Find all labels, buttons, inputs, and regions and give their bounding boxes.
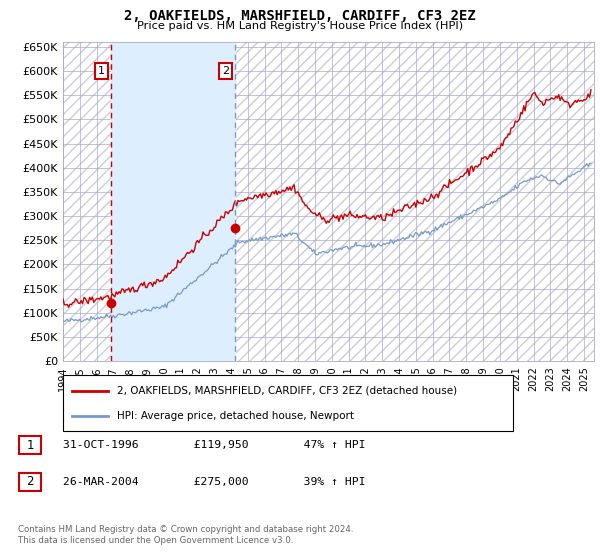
FancyBboxPatch shape [19,473,41,491]
Bar [110,42,235,361]
Bar [235,42,594,361]
Text: 1: 1 [26,438,34,452]
FancyBboxPatch shape [19,436,41,454]
Text: 1: 1 [98,66,105,76]
Bar [63,42,110,361]
Text: 2, OAKFIELDS, MARSHFIELD, CARDIFF, CF3 2EZ: 2, OAKFIELDS, MARSHFIELD, CARDIFF, CF3 2… [124,9,476,23]
Text: 2: 2 [222,66,229,76]
Text: 2, OAKFIELDS, MARSHFIELD, CARDIFF, CF3 2EZ (detached house): 2, OAKFIELDS, MARSHFIELD, CARDIFF, CF3 2… [117,386,457,396]
Text: 2: 2 [26,475,34,488]
Text: Contains HM Land Registry data © Crown copyright and database right 2024.
This d: Contains HM Land Registry data © Crown c… [18,525,353,545]
Text: 31-OCT-1996        £119,950        47% ↑ HPI: 31-OCT-1996 £119,950 47% ↑ HPI [63,440,365,450]
FancyBboxPatch shape [63,375,513,431]
Text: 26-MAR-2004        £275,000        39% ↑ HPI: 26-MAR-2004 £275,000 39% ↑ HPI [63,477,365,487]
Text: Price paid vs. HM Land Registry's House Price Index (HPI): Price paid vs. HM Land Registry's House … [137,21,463,31]
Text: HPI: Average price, detached house, Newport: HPI: Average price, detached house, Newp… [117,410,354,421]
